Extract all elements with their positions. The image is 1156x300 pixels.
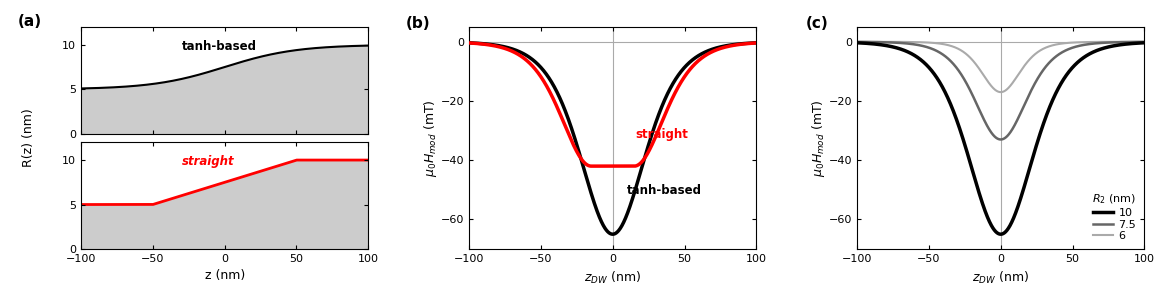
Text: straight: straight [636,128,689,141]
X-axis label: $z_{DW}$ (nm): $z_{DW}$ (nm) [972,269,1029,286]
Text: tanh-based: tanh-based [627,184,702,196]
Text: straight: straight [181,155,235,168]
Text: (b): (b) [406,16,430,31]
Text: R(z) (nm): R(z) (nm) [22,109,36,167]
Text: (a): (a) [17,14,42,29]
Y-axis label: $\mu_0 H_{mod}$ (mT): $\mu_0 H_{mod}$ (mT) [810,99,828,177]
Text: tanh-based: tanh-based [181,40,257,53]
X-axis label: z (nm): z (nm) [205,269,245,282]
Text: (c): (c) [806,16,828,31]
Y-axis label: $\mu_0 H_{mod}$ (mT): $\mu_0 H_{mod}$ (mT) [422,99,439,177]
X-axis label: $z_{DW}$ (nm): $z_{DW}$ (nm) [584,269,642,286]
Legend: 10, 7.5, 6: 10, 7.5, 6 [1090,190,1139,243]
